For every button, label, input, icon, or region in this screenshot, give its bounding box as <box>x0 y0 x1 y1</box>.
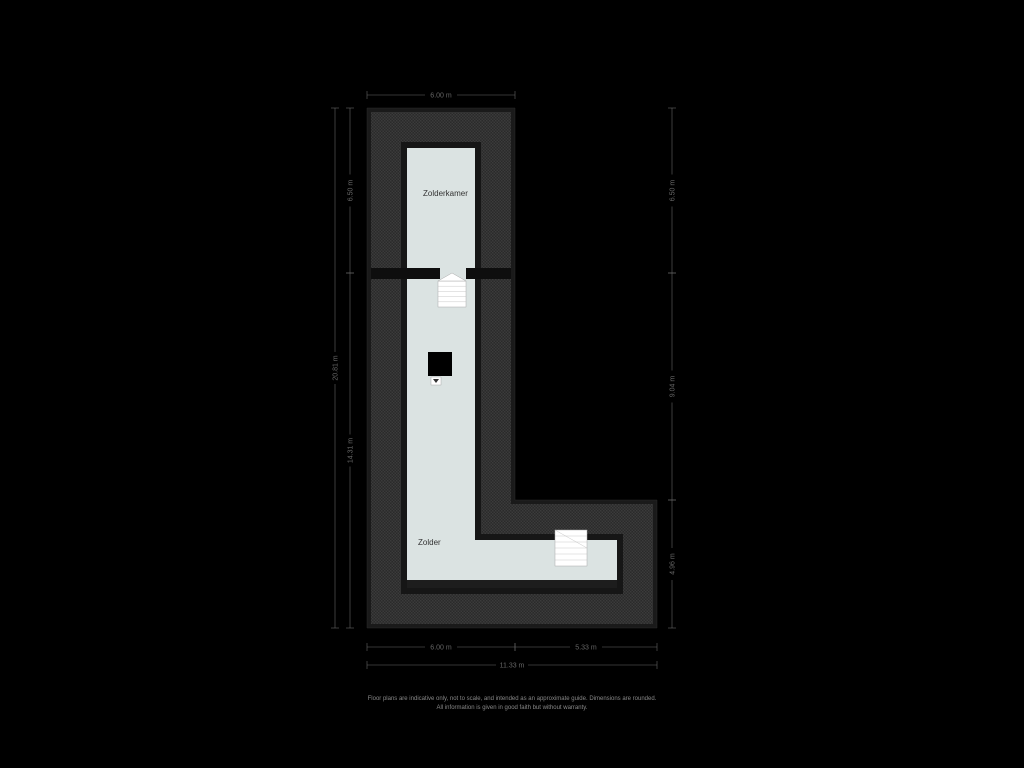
dim-label: 6.00 m <box>430 93 452 100</box>
dim-label: 20.81 m <box>333 355 340 380</box>
label-zolderkamer: Zolderkamer <box>423 189 468 198</box>
dim-label: 9.04 m <box>670 376 677 398</box>
dim-label: 6.50 m <box>670 180 677 202</box>
dim-label: 11.33 m <box>500 663 525 670</box>
floorplan-svg: Zolderkamer Zolder 6.00 m 6.00 m 5.33 m 11.33… <box>0 0 1024 768</box>
floorplan-stage: Zolderkamer Zolder 6.00 m 6.00 m 5.33 m 11.33… <box>0 0 1024 768</box>
dim-label: 5.33 m <box>575 645 597 652</box>
dim-label: 4.96 m <box>670 553 677 575</box>
label-zolder: Zolder <box>418 538 441 547</box>
disclaimer-line1: Floor plans are indicative only, not to … <box>368 696 657 702</box>
void-box <box>428 352 452 376</box>
dim-label: 14.31 m <box>348 438 355 463</box>
dim-label: 6.50 m <box>348 180 355 202</box>
floor-bottom-strip <box>407 580 617 588</box>
disclaimer-line2: All information is given in good faith b… <box>437 705 588 711</box>
dim-label: 6.00 m <box>430 645 452 652</box>
stair-upper <box>438 281 466 307</box>
